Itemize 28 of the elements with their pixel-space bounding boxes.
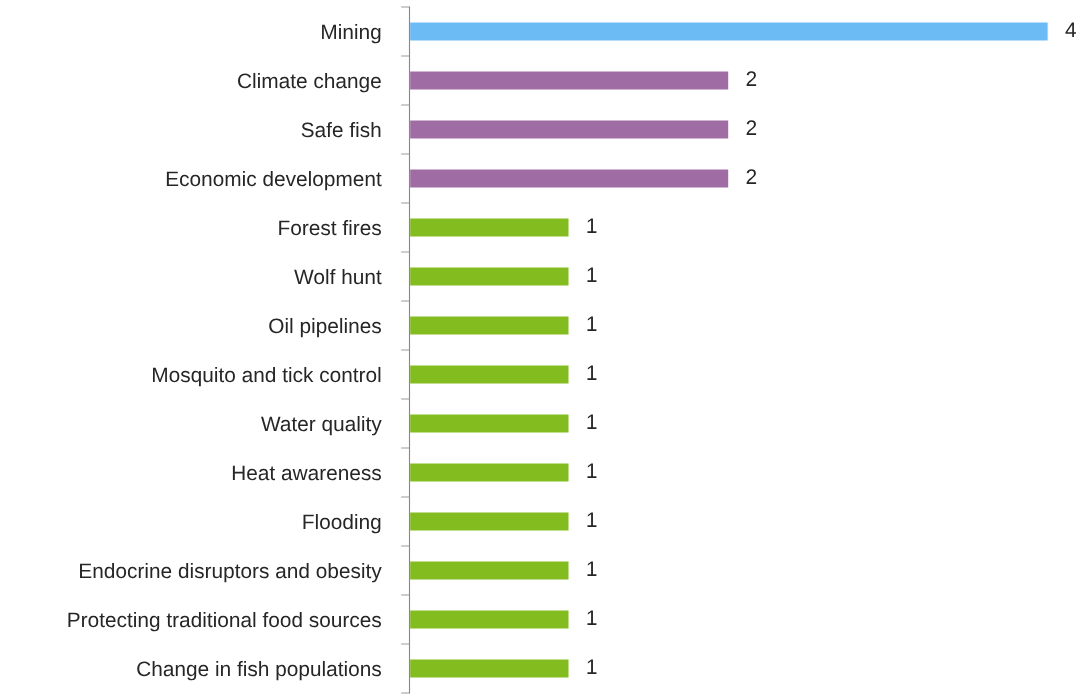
y-tick-label: Mosquito and tick control (153, 366, 381, 387)
data-label: 1 (587, 365, 597, 380)
data-label: 2 (746, 120, 757, 135)
y-tick-label: Forest fires (279, 219, 381, 236)
data-label: 1 (587, 561, 597, 576)
data-label: 1 (587, 463, 597, 478)
y-tick-label: Flooding (303, 513, 381, 534)
y-tick-label: Endocrine disruptors and obesity (80, 562, 382, 583)
data-label: 1 (587, 316, 597, 331)
data-label: 1 (587, 218, 597, 233)
y-tick-label: Mining (322, 23, 381, 44)
data-label: 1 (587, 512, 597, 527)
data-label: 2 (746, 71, 757, 86)
y-tick-label: Water quality (261, 415, 382, 436)
data-label: 1 (587, 610, 597, 625)
data-label: 4 (1065, 22, 1076, 37)
y-tick-label: Wolf hunt (294, 268, 382, 285)
y-tick-label: Protecting traditional food sources (68, 611, 381, 632)
y-tick-label: Heat awareness (232, 465, 381, 481)
y-tick-label: Safe fish (301, 121, 381, 138)
data-label: 1 (587, 659, 597, 674)
y-tick-label: Change in fish populations (137, 660, 381, 681)
y-tick-label: Economic development (166, 170, 382, 191)
data-label: 2 (746, 169, 757, 184)
y-tick-label: Climate change (238, 72, 381, 93)
data-label: 1 (587, 267, 597, 282)
data-label: 1 (587, 414, 597, 429)
y-tick-label: Oil pipelines (269, 317, 381, 338)
